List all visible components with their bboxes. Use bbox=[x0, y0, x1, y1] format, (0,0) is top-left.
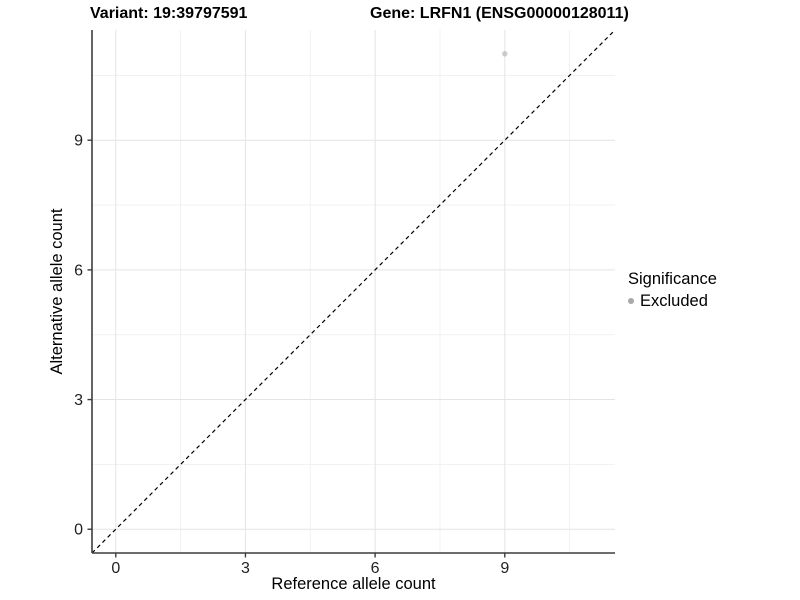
x-tick-label: 3 bbox=[241, 560, 250, 577]
y-tick-label: 9 bbox=[74, 133, 83, 150]
x-tick-label: 6 bbox=[371, 560, 380, 577]
x-tick-label: 9 bbox=[500, 560, 509, 577]
gene-title: Gene: LRFN1 (ENSG00000128011) bbox=[370, 5, 629, 22]
legend-title: Significance bbox=[628, 270, 717, 288]
y-axis-label: Alternative allele count bbox=[48, 208, 66, 375]
legend-item-excluded: Excluded bbox=[628, 291, 717, 311]
y-tick-label: 0 bbox=[74, 522, 83, 539]
y-tick-label: 6 bbox=[74, 262, 83, 279]
legend: Significance Excluded bbox=[628, 269, 717, 311]
x-axis-label: Reference allele count bbox=[271, 575, 436, 593]
identity-reference-line bbox=[91, 29, 616, 554]
data-point bbox=[501, 50, 508, 57]
excluded-point-icon bbox=[628, 298, 634, 304]
y-tick-label: 3 bbox=[74, 392, 83, 409]
variant-title: Variant: 19:39797591 bbox=[90, 5, 248, 22]
legend-item-label: Excluded bbox=[640, 292, 708, 310]
x-tick-label: 0 bbox=[111, 560, 120, 577]
